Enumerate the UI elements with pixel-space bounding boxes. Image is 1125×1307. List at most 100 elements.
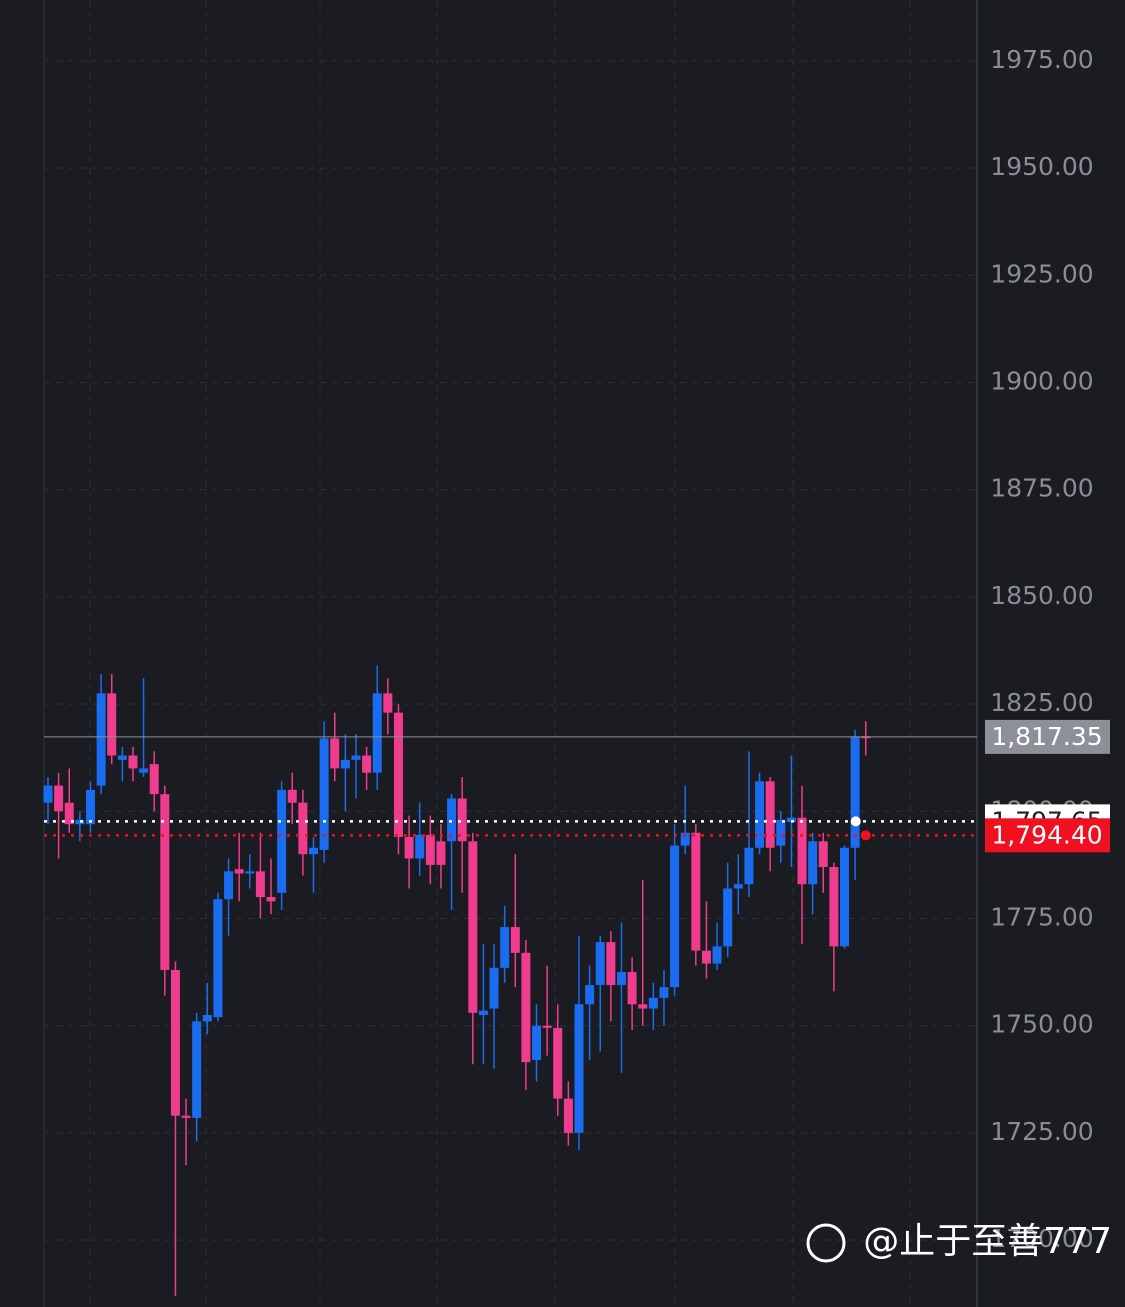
candle-body: [627, 972, 637, 1005]
candle-body: [744, 847, 754, 885]
candle-body: [128, 755, 138, 769]
price-label: 1,794.40: [991, 820, 1102, 849]
candle-body: [139, 768, 149, 773]
candle-body: [393, 712, 403, 838]
y-tick-label: 1875.00: [990, 474, 1093, 503]
y-tick-label: 1775.00: [990, 903, 1093, 932]
candle-body: [245, 871, 255, 874]
candle-body: [542, 1025, 552, 1028]
price-marker: [850, 816, 861, 827]
candle-body: [330, 738, 340, 769]
candle-body: [574, 1004, 584, 1133]
price-marker: [860, 830, 871, 841]
candle-body: [585, 984, 595, 1005]
candle-body: [64, 802, 74, 825]
candle-body: [340, 759, 350, 769]
y-tick-label: 1950.00: [990, 152, 1093, 181]
candle-body: [850, 736, 860, 848]
candle-body: [170, 969, 180, 1116]
candle-body: [648, 997, 658, 1009]
price-label: 1,817.35: [991, 722, 1102, 751]
candle-body: [553, 1027, 563, 1099]
candle-body: [255, 871, 265, 898]
candle-body: [680, 832, 690, 846]
candle-body: [712, 946, 722, 964]
candle-body: [701, 950, 711, 964]
candle-body: [149, 764, 159, 795]
candle-body: [234, 869, 244, 874]
y-tick-label: 1850.00: [990, 581, 1093, 610]
candle-body: [457, 798, 467, 842]
watermark-logo: [806, 1223, 846, 1263]
y-tick-label: 1750.00: [990, 1010, 1093, 1039]
candle-body: [659, 987, 669, 998]
candle-body: [808, 841, 818, 885]
candle-body: [54, 785, 64, 812]
y-tick-label: 1825.00: [990, 688, 1093, 717]
candle-body: [489, 967, 499, 1009]
candle-body: [415, 834, 425, 859]
candle-body: [192, 1021, 202, 1118]
y-tick-label: 1900.00: [990, 366, 1093, 395]
candle-body: [670, 845, 680, 988]
candle-body: [840, 847, 849, 947]
candle-body: [96, 693, 106, 786]
candle-body: [786, 817, 796, 823]
candle-body: [447, 798, 457, 842]
time-grid: [43, 0, 911, 1307]
candle-body: [765, 781, 775, 848]
watermark: @止于至善777: [863, 1221, 1112, 1262]
candle-body: [510, 927, 520, 953]
candle-body: [606, 942, 616, 985]
candle-body: [468, 841, 478, 1013]
candle-body: [75, 819, 85, 825]
candle-body: [425, 834, 435, 865]
candle-body: [117, 755, 127, 760]
candle-body: [563, 1098, 573, 1133]
candle-body: [85, 789, 95, 825]
candle-body: [691, 832, 701, 951]
candle-body: [776, 819, 786, 846]
candle-body: [521, 952, 531, 1063]
candle-body: [797, 817, 807, 885]
candle-body: [638, 1004, 648, 1009]
price-label-box: [985, 719, 1110, 754]
candle-body: [160, 794, 170, 970]
y-tick-label: 1725.00: [990, 1117, 1093, 1146]
candle-body: [372, 693, 382, 773]
candle-body: [616, 972, 626, 985]
candle-body: [362, 755, 372, 773]
candle-body: [277, 789, 287, 893]
candle-body: [818, 841, 828, 868]
y-tick-label: 1700.00: [990, 1224, 1093, 1253]
candle-body: [733, 884, 743, 889]
candle-body: [224, 871, 234, 900]
candle-body: [829, 867, 839, 947]
candle-body: [287, 789, 297, 803]
candle-body: [319, 738, 329, 850]
candle-body: [202, 1014, 212, 1022]
candle-body: [213, 899, 223, 1018]
candle-body: [404, 837, 414, 859]
y-tick-label: 1925.00: [990, 259, 1093, 288]
candle-body: [351, 755, 361, 760]
candle-body: [478, 1010, 488, 1015]
candle-body: [298, 802, 308, 855]
candle-body: [723, 888, 733, 947]
candle-body: [755, 781, 765, 848]
candle-body: [107, 693, 117, 756]
candle-body: [383, 693, 393, 713]
candle-body: [43, 785, 53, 803]
candle-body: [309, 847, 318, 855]
candle-body: [595, 942, 605, 985]
y-tick-label: 1975.00: [990, 45, 1093, 74]
candle-body: [181, 1115, 191, 1118]
candle-body: [266, 897, 276, 902]
price-label-box: [985, 818, 1110, 853]
candle-body: [532, 1025, 542, 1061]
candle-body: [436, 841, 446, 865]
candle-body: [500, 927, 510, 968]
